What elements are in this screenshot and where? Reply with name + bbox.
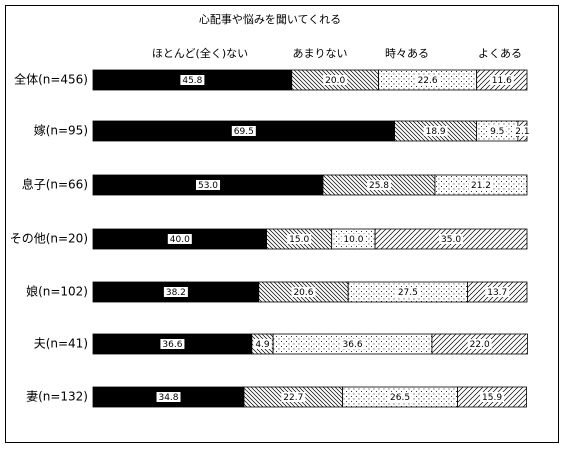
value-label: 2.1 [515,127,529,137]
value-label-bg [367,180,392,190]
category-label: 娘(n=102) [26,284,88,299]
legend-label: ほとんど(全く)ない [152,46,248,60]
value-label-bg [160,339,185,349]
value-label-bg [156,392,181,402]
value-label: 35.0 [441,235,461,245]
chart-title: 心配事や悩みを聞いてくれる [199,12,341,26]
value-label-bg [489,75,514,85]
category-label: 息子(n=66) [22,177,88,192]
value-label: 69.5 [234,127,254,137]
value-label-bg [281,392,306,402]
category-label: その他(n=20) [10,232,88,246]
value-label: 36.6 [162,340,182,350]
category-label: 嫁(n=95) [34,123,88,138]
category-label: 妻(n=132) [26,390,88,404]
value-label-bg [180,75,205,85]
value-label: 26.5 [390,393,410,403]
value-label-bg [467,339,492,349]
value-label-bg [415,75,440,85]
value-label-bg [439,234,464,244]
category-label: 夫(n=41) [34,337,88,351]
legend-label: 時々ある [385,47,429,60]
value-label: 22.0 [470,340,490,350]
value-label: 15.0 [289,235,309,245]
value-label: 25.8 [369,181,389,191]
value-label-bg [287,234,312,244]
value-label-bg [323,75,348,85]
value-label: 11.6 [492,76,512,86]
value-label: 20.0 [325,76,345,86]
value-label: 4.9 [255,340,270,350]
value-label-bg [468,180,493,190]
legend-label: よくある [478,47,522,60]
value-label-bg [488,126,507,136]
value-label: 13.7 [487,288,507,298]
category-label: 全体(n=456) [14,72,88,87]
value-label-bg [485,287,510,297]
value-label: 10.0 [343,235,363,245]
value-label-bg [340,339,365,349]
value-label: 22.6 [418,76,438,86]
value-label-bg [341,234,366,244]
value-label-bg [196,180,221,190]
value-label-bg [231,126,256,136]
value-label: 34.8 [158,393,178,403]
value-label-bg [291,287,316,297]
value-label: 22.7 [283,393,303,403]
value-label-bg [395,287,420,297]
value-label: 40.0 [170,235,190,245]
value-label: 36.6 [343,340,363,350]
value-label: 38.2 [166,288,186,298]
value-label: 9.5 [490,127,504,137]
value-label: 45.8 [182,76,202,86]
value-label: 20.6 [293,288,313,298]
value-label: 15.9 [482,393,502,403]
value-label: 53.0 [198,181,218,191]
value-label-bg [167,234,192,244]
value-label-bg [480,392,505,402]
value-label-bg [423,126,448,136]
value-label-bg [253,339,272,349]
value-label-bg [388,392,413,402]
value-label: 27.5 [398,288,418,298]
legend-label: あまりない [293,47,348,60]
value-label-bg [163,287,188,297]
value-label: 18.9 [426,127,446,137]
value-label: 21.2 [471,181,491,191]
value-label-bg [513,126,532,136]
